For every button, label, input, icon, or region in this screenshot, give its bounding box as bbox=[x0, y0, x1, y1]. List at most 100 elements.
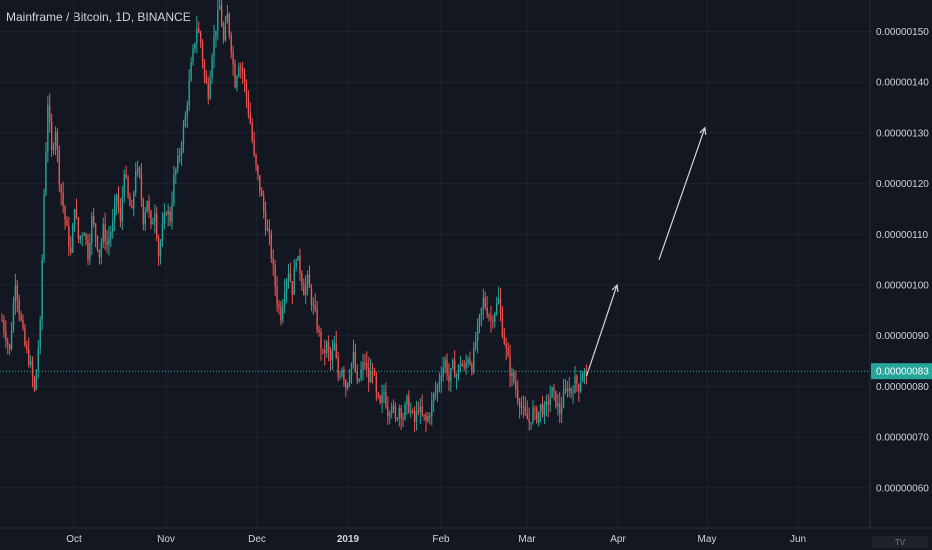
svg-text:TV: TV bbox=[895, 538, 906, 547]
candle-body bbox=[408, 395, 410, 413]
candle-body bbox=[295, 260, 297, 268]
candle-body bbox=[96, 236, 99, 250]
candle-body bbox=[444, 359, 446, 368]
candle-body bbox=[207, 82, 209, 99]
candle-body bbox=[56, 131, 59, 151]
drawn-arrows[interactable] bbox=[585, 126, 707, 377]
candle-body bbox=[320, 331, 322, 350]
candle-body bbox=[570, 388, 572, 394]
candle-body bbox=[518, 401, 521, 408]
candle-body bbox=[389, 412, 391, 417]
candle-body bbox=[112, 220, 114, 232]
candle-body bbox=[148, 200, 150, 211]
candle-body bbox=[369, 371, 372, 383]
time-tick-label: May bbox=[698, 534, 717, 545]
price-tick-label: 0.00000130 bbox=[876, 128, 929, 139]
candle-body bbox=[429, 415, 431, 417]
candle-body bbox=[209, 78, 211, 99]
candle-body bbox=[559, 403, 561, 414]
candle-body bbox=[350, 363, 353, 377]
candle-body bbox=[7, 341, 9, 345]
candle-body bbox=[129, 196, 131, 207]
candle-body bbox=[81, 236, 83, 238]
candle-body bbox=[304, 284, 307, 296]
candle-body bbox=[175, 168, 177, 175]
candle-body bbox=[457, 365, 460, 377]
candle-body bbox=[343, 369, 345, 381]
candle-body bbox=[402, 418, 404, 420]
candle-body bbox=[8, 344, 11, 349]
candle-body bbox=[394, 406, 397, 419]
candle-body bbox=[234, 64, 236, 88]
candle-body bbox=[316, 309, 318, 330]
candle-body bbox=[417, 410, 420, 412]
candle-body bbox=[199, 32, 202, 43]
candle-body bbox=[3, 320, 5, 332]
candle-body bbox=[463, 366, 465, 368]
candle-body bbox=[539, 404, 542, 412]
candle-body bbox=[583, 371, 586, 374]
candle-body bbox=[538, 411, 540, 423]
candle-body bbox=[224, 23, 227, 40]
candle-body bbox=[312, 304, 315, 306]
candle-body bbox=[18, 299, 20, 315]
candle-body bbox=[37, 348, 39, 371]
candle-body bbox=[123, 174, 125, 197]
candles bbox=[1, 0, 588, 432]
candle-body bbox=[446, 359, 448, 376]
candle-body bbox=[291, 281, 294, 295]
time-axis[interactable]: Oct Nov Dec 2019 Feb Mar Apr May Jun bbox=[66, 534, 806, 545]
candle-body bbox=[188, 80, 190, 106]
candle-body bbox=[205, 76, 208, 83]
candle-body bbox=[339, 375, 341, 377]
candle-body bbox=[331, 350, 334, 361]
candle-body bbox=[536, 408, 538, 423]
candle-body bbox=[5, 331, 7, 342]
candle-body bbox=[26, 345, 28, 350]
candle-body bbox=[236, 76, 238, 88]
candle-body bbox=[413, 411, 416, 422]
candle-body bbox=[501, 313, 504, 337]
candle-body bbox=[272, 258, 274, 265]
candle-body bbox=[280, 306, 282, 321]
candle-body bbox=[301, 273, 303, 285]
candle-body bbox=[230, 34, 232, 53]
candle-body bbox=[438, 381, 441, 386]
price-axis[interactable]: 0.00000150 0.00000140 0.00000130 0.00000120… bbox=[876, 27, 929, 494]
candle-body bbox=[50, 121, 53, 151]
candle-body bbox=[104, 224, 106, 242]
candle-body bbox=[68, 225, 70, 248]
candle-body bbox=[92, 216, 95, 224]
candle-body bbox=[33, 377, 36, 390]
candle-body bbox=[58, 150, 60, 185]
candle-body bbox=[534, 408, 536, 410]
candle-body bbox=[383, 391, 385, 395]
arrow-line[interactable] bbox=[658, 127, 706, 260]
candle-body bbox=[568, 388, 570, 391]
candle-body bbox=[154, 213, 156, 223]
candle-body bbox=[12, 302, 15, 331]
time-tick-label: Mar bbox=[518, 534, 536, 545]
candle-body bbox=[505, 343, 507, 348]
candle-body bbox=[299, 255, 301, 274]
candle-body bbox=[348, 376, 351, 383]
candle-body bbox=[390, 406, 393, 413]
arrow-line[interactable] bbox=[585, 284, 618, 377]
candle-body bbox=[119, 208, 122, 221]
candle-body bbox=[47, 105, 49, 152]
candle-body bbox=[326, 342, 328, 354]
candle-body bbox=[564, 388, 567, 392]
candle-body bbox=[566, 388, 569, 391]
price-tick-label: 0.00000140 bbox=[876, 78, 929, 89]
candle-body bbox=[387, 406, 389, 417]
candle-body bbox=[471, 364, 473, 373]
candle-body bbox=[39, 319, 41, 349]
candle-body bbox=[335, 343, 337, 358]
candle-body bbox=[91, 216, 93, 244]
candle-body bbox=[396, 418, 399, 420]
candle-body bbox=[259, 175, 261, 192]
candle-body bbox=[41, 259, 43, 320]
candle-body bbox=[20, 314, 22, 321]
price-tick-label: 0.00000120 bbox=[876, 179, 929, 190]
